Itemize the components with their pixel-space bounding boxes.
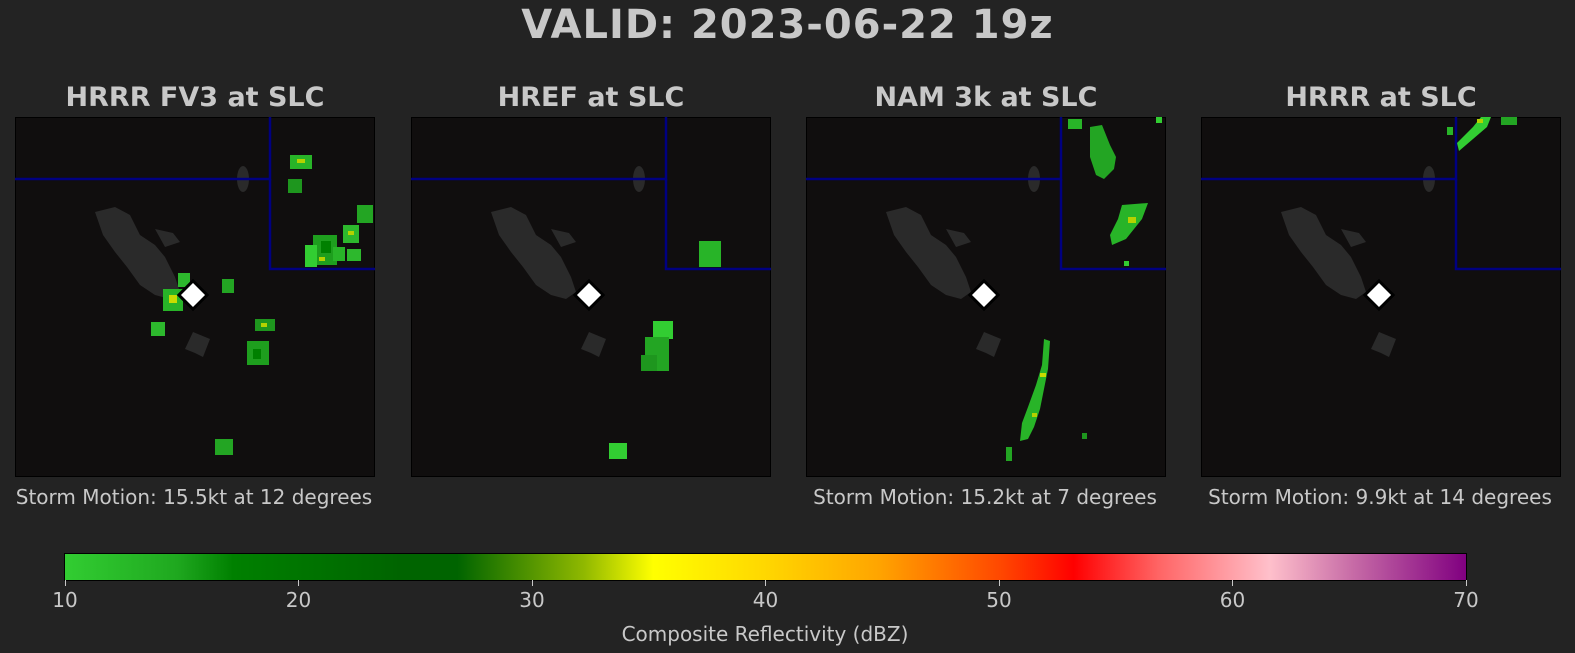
colorbar-label: Composite Reflectivity (dBZ) (621, 622, 909, 646)
colorbar-tick-label: 50 (986, 588, 1012, 612)
colorbar-tick-label: 70 (1453, 588, 1479, 612)
state-border (664, 179, 771, 271)
panel-title-href: HREF at SLC (497, 82, 685, 113)
state-border (1454, 179, 1561, 271)
colorbar-tick (298, 580, 299, 586)
state-border (268, 179, 375, 271)
great-salt-lake (491, 207, 576, 299)
map-panel-href (411, 117, 771, 477)
reflectivity-cells (609, 241, 721, 459)
colorbar-tick (64, 580, 66, 586)
great-salt-lake (95, 207, 180, 299)
colorbar-tick-label: 40 (752, 588, 779, 612)
colorbar-tick (765, 580, 766, 586)
slc-station-marker (967, 278, 1001, 312)
slc-station-marker (1362, 278, 1396, 312)
colorbar-tick-label: 60 (1219, 588, 1246, 612)
colorbar-tick-label: 20 (285, 588, 312, 612)
slc-station-marker (572, 278, 606, 312)
map-panel-hrrr-fv3 (15, 117, 375, 477)
utah-lake (185, 332, 210, 357)
state-border (1059, 179, 1166, 271)
reflectivity-cells (151, 155, 373, 455)
map-panel-hrrr (1201, 117, 1561, 477)
map-panel-nam-3k (806, 117, 1166, 477)
reflectivity-cells (1447, 117, 1517, 151)
utah-lake (581, 332, 606, 357)
colorbar-tick (531, 580, 533, 586)
colorbar-tick (998, 580, 1000, 586)
panel-title-nam-3k: NAM 3k at SLC (874, 82, 1098, 113)
panel-title-hrrr: HRRR at SLC (1285, 82, 1477, 113)
utah-lake (1371, 332, 1396, 357)
utah-lake (976, 332, 1001, 357)
figure-title: VALID: 2023-06-22 19z (521, 2, 1054, 48)
reflectivity-cells (1006, 117, 1162, 461)
storm-motion-hrrr-fv3: Storm Motion: 15.5kt at 12 degrees (15, 485, 373, 509)
panel-title-hrrr-fv3: HRRR FV3 at SLC (65, 82, 325, 113)
storm-motion-hrrr: Storm Motion: 9.9kt at 14 degrees (1208, 485, 1552, 509)
colorbar-tick-label: 30 (519, 588, 545, 612)
colorbar-tick (1232, 580, 1233, 586)
colorbar-tick (1465, 580, 1467, 586)
colorbar-tick-label: 10 (52, 588, 78, 612)
colorbar (64, 553, 1467, 581)
great-salt-lake (886, 207, 971, 299)
great-salt-lake (1281, 207, 1366, 299)
slc-station-marker (176, 278, 210, 312)
storm-motion-nam-3k: Storm Motion: 15.2kt at 7 degrees (813, 485, 1157, 509)
